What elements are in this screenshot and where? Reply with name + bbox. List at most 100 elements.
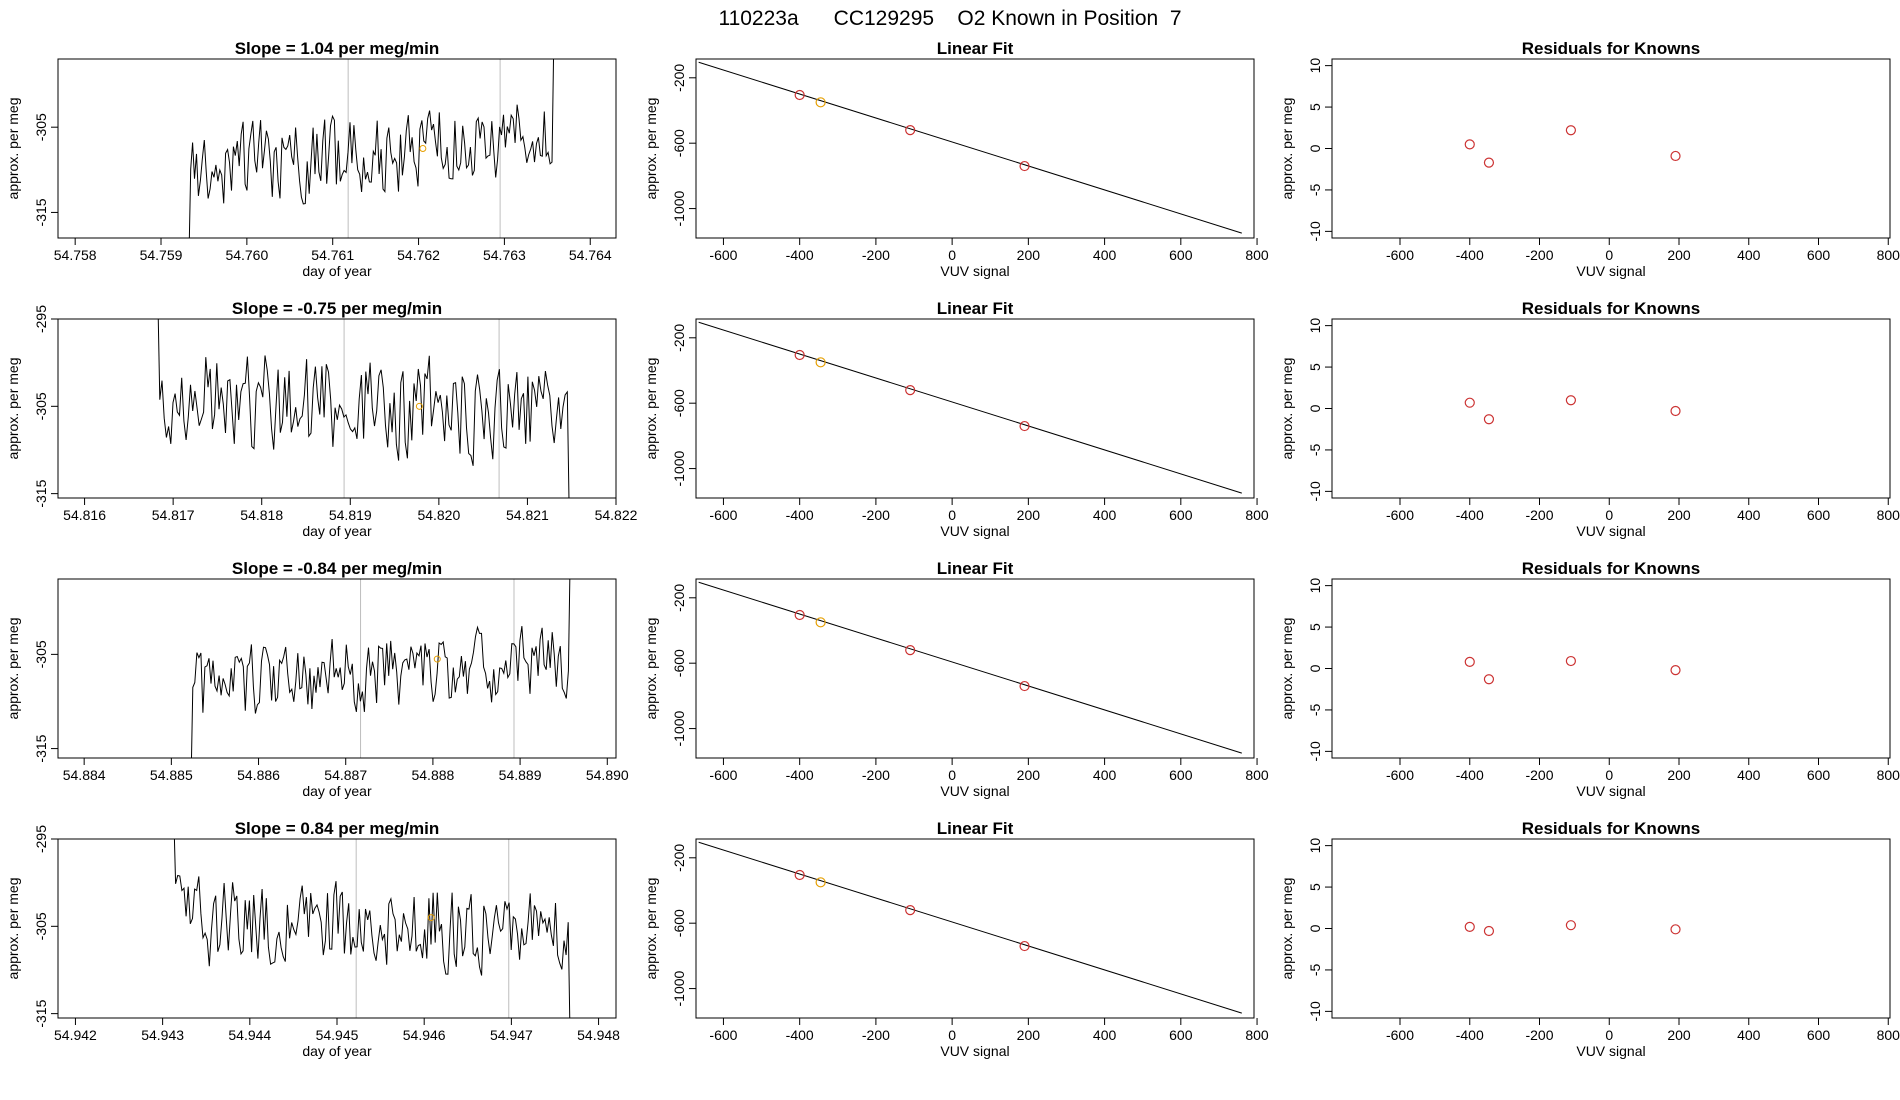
y-axis-label: approx. per meg <box>5 98 21 200</box>
x-tick-label: 54.942 <box>54 1027 97 1043</box>
highlight-point <box>415 402 423 410</box>
y-tick-label: 10 <box>1307 318 1323 334</box>
panel-title: Linear Fit <box>937 299 1014 318</box>
panel-r0-c1: Linear Fit -600 -400 -200 0 200 400 600 800 -1000… <box>643 39 1269 279</box>
series-line <box>188 59 555 238</box>
y-tick-label: -200 <box>671 64 687 92</box>
y-tick-label: -315 <box>33 734 49 762</box>
data-point <box>1670 405 1681 417</box>
x-tick-label: 800 <box>1245 247 1269 263</box>
y-tick-label: -305 <box>33 912 49 940</box>
data-point <box>815 357 826 368</box>
x-tick-label: 400 <box>1093 1027 1117 1043</box>
x-tick-label: -400 <box>1456 1027 1484 1043</box>
data-point <box>1464 921 1475 932</box>
x-tick-label: 54.758 <box>54 247 97 263</box>
panel-r1-c2: Residuals for Knowns -600 -400 -200 0 200 400 6… <box>1279 299 1900 539</box>
x-tick-label: 0 <box>1605 507 1613 523</box>
data-point <box>1019 940 1030 952</box>
x-tick-label: 200 <box>1017 247 1041 263</box>
x-tick-label: 800 <box>1877 767 1900 783</box>
x-axis-label: VUV signal <box>1576 1043 1645 1059</box>
x-tick-label: 400 <box>1737 507 1761 523</box>
x-tick-label: 200 <box>1667 1027 1691 1043</box>
y-tick-label: -600 <box>671 389 687 417</box>
y-tick-label: -305 <box>33 392 49 420</box>
data-point <box>905 905 916 916</box>
data-point <box>815 877 826 888</box>
x-tick-label: 600 <box>1169 767 1193 783</box>
x-axis-label: VUV signal <box>940 263 1009 279</box>
x-tick-label: -600 <box>1386 767 1414 783</box>
plot-frame <box>1331 838 1891 1019</box>
x-tick-label: 200 <box>1017 507 1041 523</box>
y-axis-label: approx. per meg <box>5 878 21 980</box>
plot-frame <box>57 318 617 499</box>
y-axis-label: approx. per meg <box>643 358 659 460</box>
data-point <box>1019 160 1030 172</box>
data-point <box>1670 924 1681 935</box>
y-tick-label: -5 <box>1307 443 1323 456</box>
x-tick-label: 54.888 <box>411 767 454 783</box>
x-tick-label: 400 <box>1737 247 1761 263</box>
x-tick-label: 400 <box>1093 247 1117 263</box>
y-tick-label: -10 <box>1307 741 1323 761</box>
y-axis-label: approx. per meg <box>643 618 659 720</box>
x-tick-label: -200 <box>862 1027 890 1043</box>
highlight-point <box>433 655 441 663</box>
data-point <box>794 89 805 101</box>
x-tick-label: -400 <box>786 247 814 263</box>
data-point <box>794 869 805 881</box>
y-axis-label: approx. per meg <box>1279 618 1295 720</box>
x-axis-label: VUV signal <box>1576 523 1645 539</box>
x-tick-label: 400 <box>1093 507 1117 523</box>
plot-area <box>1464 920 1681 937</box>
y-tick-label: -200 <box>671 324 687 352</box>
y-tick-label: -5 <box>1307 183 1323 196</box>
plot-area <box>698 841 1242 1014</box>
plot-area <box>188 59 555 238</box>
x-tick-label: -200 <box>1525 767 1553 783</box>
x-tick-label: 200 <box>1017 1027 1041 1043</box>
x-tick-label: 0 <box>1605 767 1613 783</box>
y-tick-label: -5 <box>1307 963 1323 976</box>
y-tick-label: 5 <box>1307 883 1323 891</box>
fit-line <box>698 581 1242 754</box>
x-tick-label: 54.948 <box>577 1027 620 1043</box>
y-tick-label: -200 <box>671 844 687 872</box>
panel-r2-c1: Linear Fit -600 -400 -200 0 200 400 600 800 -1000… <box>643 559 1269 799</box>
x-axis-label: VUV signal <box>1576 783 1645 799</box>
x-tick-label: 200 <box>1667 247 1691 263</box>
y-tick-label: -1000 <box>671 710 687 746</box>
y-tick-label: -315 <box>33 198 49 226</box>
x-tick-label: 0 <box>948 767 956 783</box>
data-point <box>1483 414 1495 425</box>
x-axis-label: day of year <box>302 523 372 539</box>
x-tick-label: 54.946 <box>403 1027 446 1043</box>
x-tick-label: 54.890 <box>586 767 629 783</box>
x-tick-label: -400 <box>1456 507 1484 523</box>
data-point <box>905 125 916 136</box>
y-axis-label: approx. per meg <box>643 878 659 980</box>
plot-area <box>157 319 570 498</box>
panel-title: Linear Fit <box>937 39 1014 58</box>
panel-grid: Slope = 1.04 per meg/min 54.758 54.759 54.7… <box>5 39 1900 1059</box>
panel-r2-c0: Slope = -0.84 per meg/min 54.884 54.885 54.… <box>5 559 629 799</box>
x-tick-label: 600 <box>1807 1027 1831 1043</box>
y-tick-label: -305 <box>33 640 49 668</box>
x-tick-label: -400 <box>786 1027 814 1043</box>
x-axis-label: day of year <box>302 263 372 279</box>
y-tick-label: 5 <box>1307 363 1323 371</box>
fit-line <box>698 61 1242 234</box>
x-tick-label: 200 <box>1667 767 1691 783</box>
x-tick-label: -400 <box>1456 767 1484 783</box>
x-tick-label: -200 <box>862 767 890 783</box>
x-tick-label: 400 <box>1737 1027 1761 1043</box>
x-tick-label: -200 <box>862 247 890 263</box>
x-tick-label: 54.822 <box>595 507 638 523</box>
highlight-point <box>419 145 427 152</box>
x-tick-label: 800 <box>1877 247 1900 263</box>
y-tick-label: 10 <box>1307 838 1323 854</box>
data-point <box>1464 397 1475 408</box>
